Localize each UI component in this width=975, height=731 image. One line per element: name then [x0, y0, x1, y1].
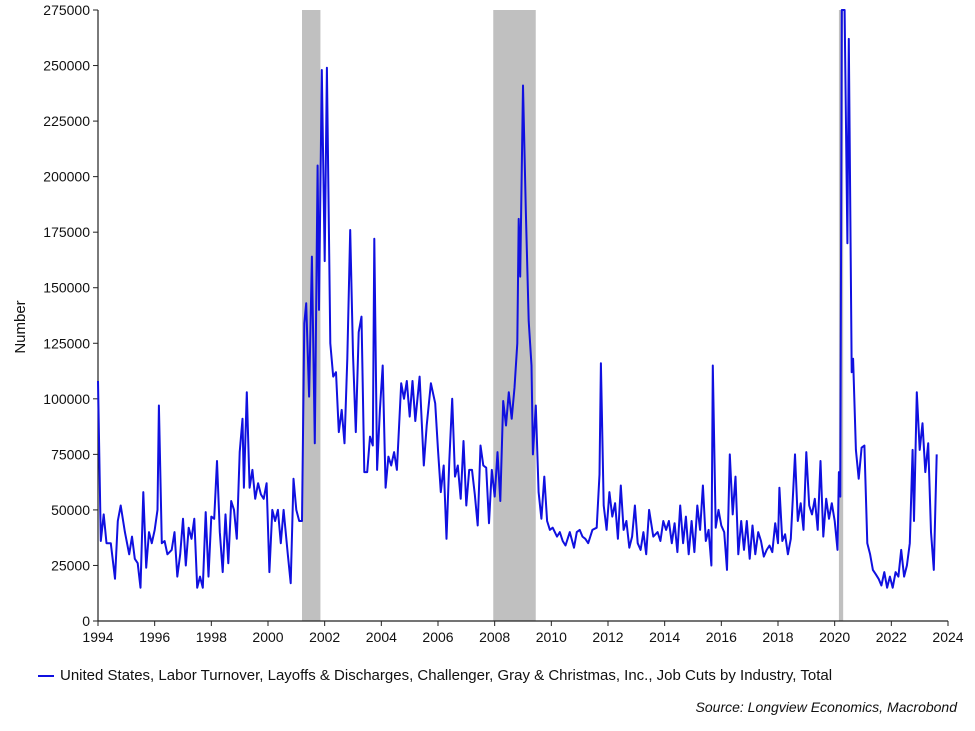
y-tick-label: 100000	[43, 391, 90, 407]
x-tick-label: 1994	[82, 629, 113, 645]
y-tick-label: 75000	[51, 446, 90, 462]
y-tick-label: 25000	[51, 557, 90, 573]
y-axis-label: Number	[12, 300, 29, 353]
y-tick-label: 0	[82, 613, 90, 629]
x-tick-label: 1998	[196, 629, 227, 645]
x-tick-label: 2006	[422, 629, 453, 645]
y-tick-label: 250000	[43, 58, 90, 74]
x-tick-label: 2020	[819, 629, 850, 645]
y-tick-label: 150000	[43, 280, 90, 296]
y-tick-label: 225000	[43, 113, 90, 129]
x-tick-label: 2012	[592, 629, 623, 645]
x-tick-label: 2014	[649, 629, 680, 645]
y-tick-label: 175000	[43, 224, 90, 240]
chart-legend: United States, Labor Turnover, Layoffs &…	[38, 667, 832, 684]
x-tick-label: 2022	[876, 629, 907, 645]
y-tick-label: 200000	[43, 169, 90, 185]
y-tick-label: 275000	[43, 2, 90, 18]
x-tick-label: 2016	[706, 629, 737, 645]
y-tick-label: 125000	[43, 335, 90, 351]
x-axis-ticks: 1994 1996 1998 2000 2002 2004 2006 2008 2010 2012…	[82, 621, 964, 645]
x-tick-label: 2002	[309, 629, 340, 645]
x-tick-label: 2004	[366, 629, 397, 645]
series-line	[97, 9, 938, 589]
y-axis-ticks: 0 25000 50000 75000 100000 125000 150000 175000…	[43, 2, 98, 629]
x-tick-label: 2010	[536, 629, 567, 645]
x-tick-label: 2008	[479, 629, 510, 645]
y-tick-label: 50000	[51, 502, 90, 518]
x-tick-label: 2024	[932, 629, 963, 645]
recession-bands	[302, 10, 844, 621]
x-tick-label: 2000	[252, 629, 283, 645]
legend-series-label: United States, Labor Turnover, Layoffs &…	[60, 667, 833, 684]
legend-line-swatch	[38, 674, 54, 677]
x-tick-label: 1996	[139, 629, 170, 645]
x-tick-label: 2018	[762, 629, 793, 645]
source-note: Source: Longview Economics, Macrobond	[695, 699, 957, 715]
series-layer	[97, 9, 938, 589]
